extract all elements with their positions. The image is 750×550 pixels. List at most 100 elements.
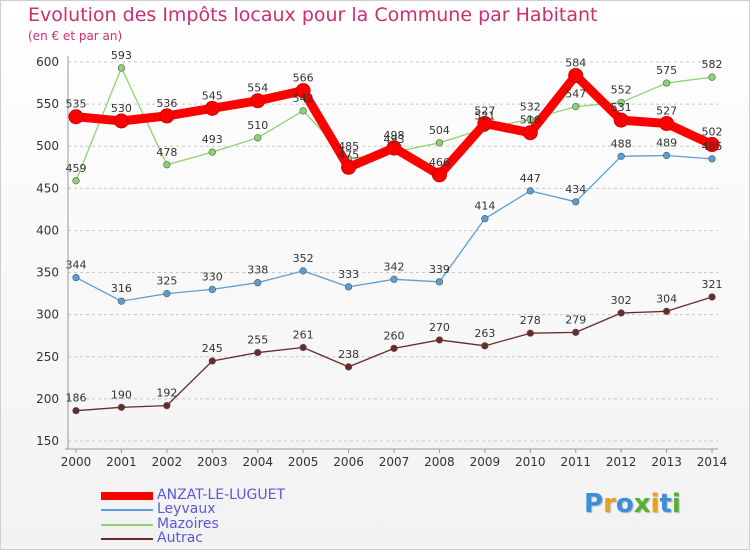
data-label: 339 [429,263,450,276]
data-label: 352 [293,252,314,265]
data-label: 527 [474,104,495,117]
data-point [254,134,262,142]
data-point [72,177,80,185]
data-point [113,113,129,129]
data-point [341,159,357,175]
y-tick-label: 550 [36,97,59,111]
data-label: 459 [66,162,87,175]
logo-letter: i [650,489,660,519]
data-label: 485 [702,140,723,153]
data-label: 584 [565,56,586,69]
data-point [708,155,716,163]
data-label: 582 [702,58,723,71]
data-label: 575 [656,64,677,77]
data-point [662,307,671,315]
data-label: 302 [611,294,632,307]
data-point [572,328,580,336]
legend-item-leyvaux: Leyvaux [101,502,215,517]
data-point [254,279,262,287]
x-tick-label: 2014 [697,455,728,469]
data-point [662,151,671,160]
legend-item-anzat: ANZAT-LE-LUGUET [101,488,285,503]
data-label: 493 [202,133,223,146]
data-label: 527 [656,104,677,117]
data-point [68,109,84,125]
data-label: 593 [111,49,132,62]
data-label: 488 [611,137,632,150]
data-point [344,283,353,291]
data-point [572,198,580,206]
y-tick-label: 600 [36,55,59,69]
data-label: 532 [520,100,541,113]
data-label: 498 [384,129,405,142]
data-label: 342 [384,260,405,273]
data-label: 325 [156,275,177,288]
logo-letter: i [671,489,681,519]
data-label: 245 [202,342,223,355]
x-tick-label: 2005 [288,455,319,469]
data-label: 414 [474,200,495,213]
data-point [386,140,402,156]
data-point [117,297,126,305]
data-label: 190 [111,388,132,401]
data-point [526,329,534,337]
data-point [254,348,262,357]
logo-letter: P [584,489,604,519]
y-tick-label: 150 [36,434,59,448]
data-point [159,108,175,124]
data-point [617,98,625,107]
data-label: 521 [474,110,495,123]
data-point [568,67,584,83]
data-label: 485 [338,140,359,153]
data-point [572,103,580,111]
data-point [117,64,126,72]
data-label: 475 [338,148,359,161]
data-point [208,357,216,365]
data-point [659,115,675,131]
data-point [163,402,171,410]
data-point [344,363,353,371]
data-point [435,139,444,147]
legend-label: Leyvaux [157,501,216,517]
data-point [613,112,629,128]
data-point [477,115,493,131]
data-point [617,309,625,317]
data-label: 447 [520,172,541,185]
data-label: 263 [474,327,495,340]
chart-title: Evolution des Impôts locaux pour la Comm… [28,4,598,26]
data-label: 344 [66,259,87,272]
x-tick-label: 2006 [333,455,364,469]
data-point [526,115,534,123]
x-tick-label: 2004 [242,455,273,469]
data-label: 186 [66,392,87,405]
data-label: 554 [247,82,268,95]
logo-letter: r [603,489,616,519]
y-tick-label: 400 [36,223,59,237]
data-label: 489 [656,136,677,149]
data-point [295,83,311,99]
data-point [522,125,538,141]
data-label: 279 [565,313,586,326]
data-point [435,278,444,286]
data-label: 434 [565,183,586,196]
data-label: 530 [111,102,132,115]
data-point [390,344,398,352]
x-tick-label: 2003 [197,455,228,469]
data-label: 502 [702,126,723,139]
data-point [390,275,398,283]
legend-label: Mazoires [157,516,219,532]
data-point [299,107,307,115]
data-label: 493 [384,133,405,146]
legend-swatch [101,523,153,526]
x-tick-label: 2009 [470,455,501,469]
data-point [708,293,716,301]
data-label: 338 [247,264,268,277]
legend-label: Autrac [157,530,203,546]
data-point [481,342,489,350]
x-tick-label: 2010 [515,455,546,469]
y-tick-label: 300 [36,308,59,322]
data-point [435,336,444,344]
logo-letter: x [633,489,651,519]
